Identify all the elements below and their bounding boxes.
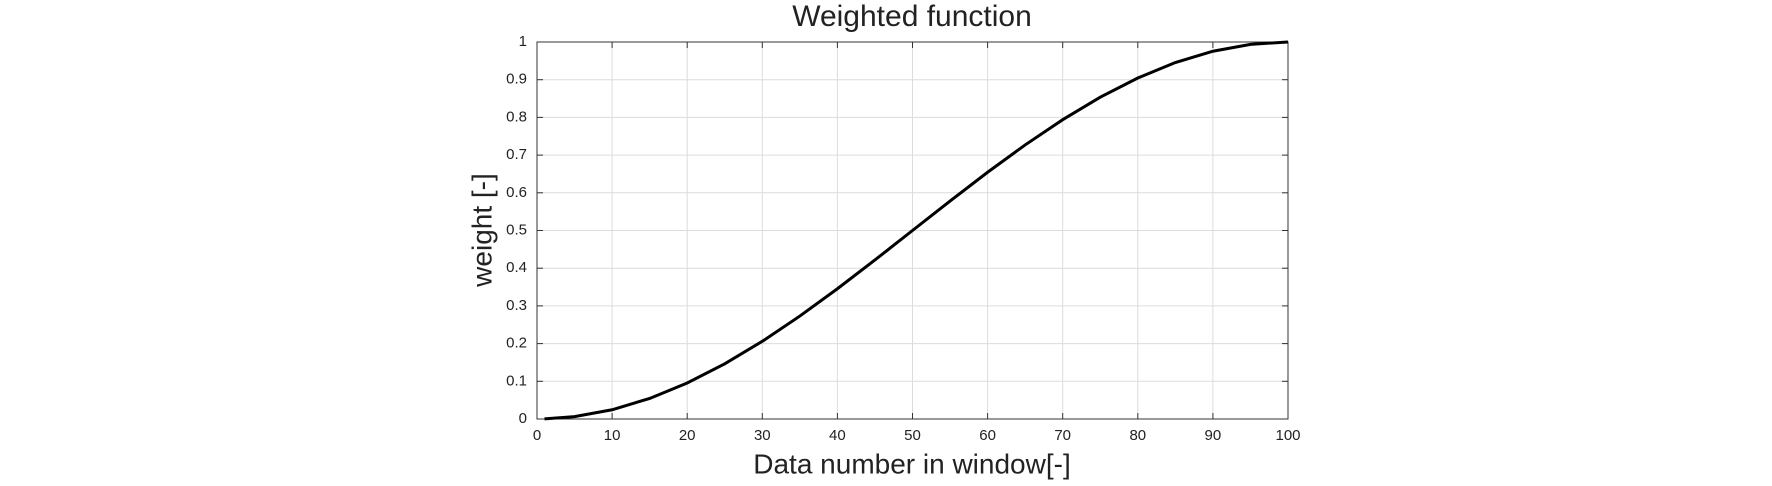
y-tick-label: 0.5 bbox=[506, 221, 527, 238]
y-tick-label: 1 bbox=[519, 33, 527, 50]
x-tick-label: 10 bbox=[604, 427, 621, 444]
x-tick-label: 30 bbox=[754, 427, 771, 444]
x-tick-label: 20 bbox=[679, 427, 696, 444]
y-axis-label: weight [-] bbox=[466, 173, 497, 288]
x-axis-label: Data number in window[-] bbox=[753, 448, 1070, 479]
x-tick-label: 70 bbox=[1054, 427, 1071, 444]
y-tick-label: 0.3 bbox=[506, 297, 527, 314]
y-tick-label: 0.8 bbox=[506, 108, 527, 125]
chart-title: Weighted function bbox=[792, 0, 1032, 33]
y-tick-label: 0 bbox=[519, 410, 527, 427]
y-tick-label: 0.6 bbox=[506, 184, 527, 201]
plot-frame bbox=[536, 41, 1289, 420]
y-tick-label: 0.7 bbox=[506, 146, 527, 163]
y-tick-label: 0.4 bbox=[506, 259, 527, 276]
x-tick-label: 40 bbox=[829, 427, 846, 444]
y-tick-label: 0.9 bbox=[506, 71, 527, 88]
x-tick-label: 0 bbox=[533, 427, 541, 444]
line-series bbox=[544, 40, 1289, 421]
x-tick-label: 80 bbox=[1129, 427, 1146, 444]
x-tick-label: 50 bbox=[904, 427, 921, 444]
y-tick-label: 0.1 bbox=[506, 372, 527, 389]
y-tick-label: 0.2 bbox=[506, 335, 527, 352]
x-tick-label: 90 bbox=[1205, 427, 1222, 444]
x-tick-label: 60 bbox=[979, 427, 996, 444]
x-tick-label: 100 bbox=[1275, 427, 1300, 444]
